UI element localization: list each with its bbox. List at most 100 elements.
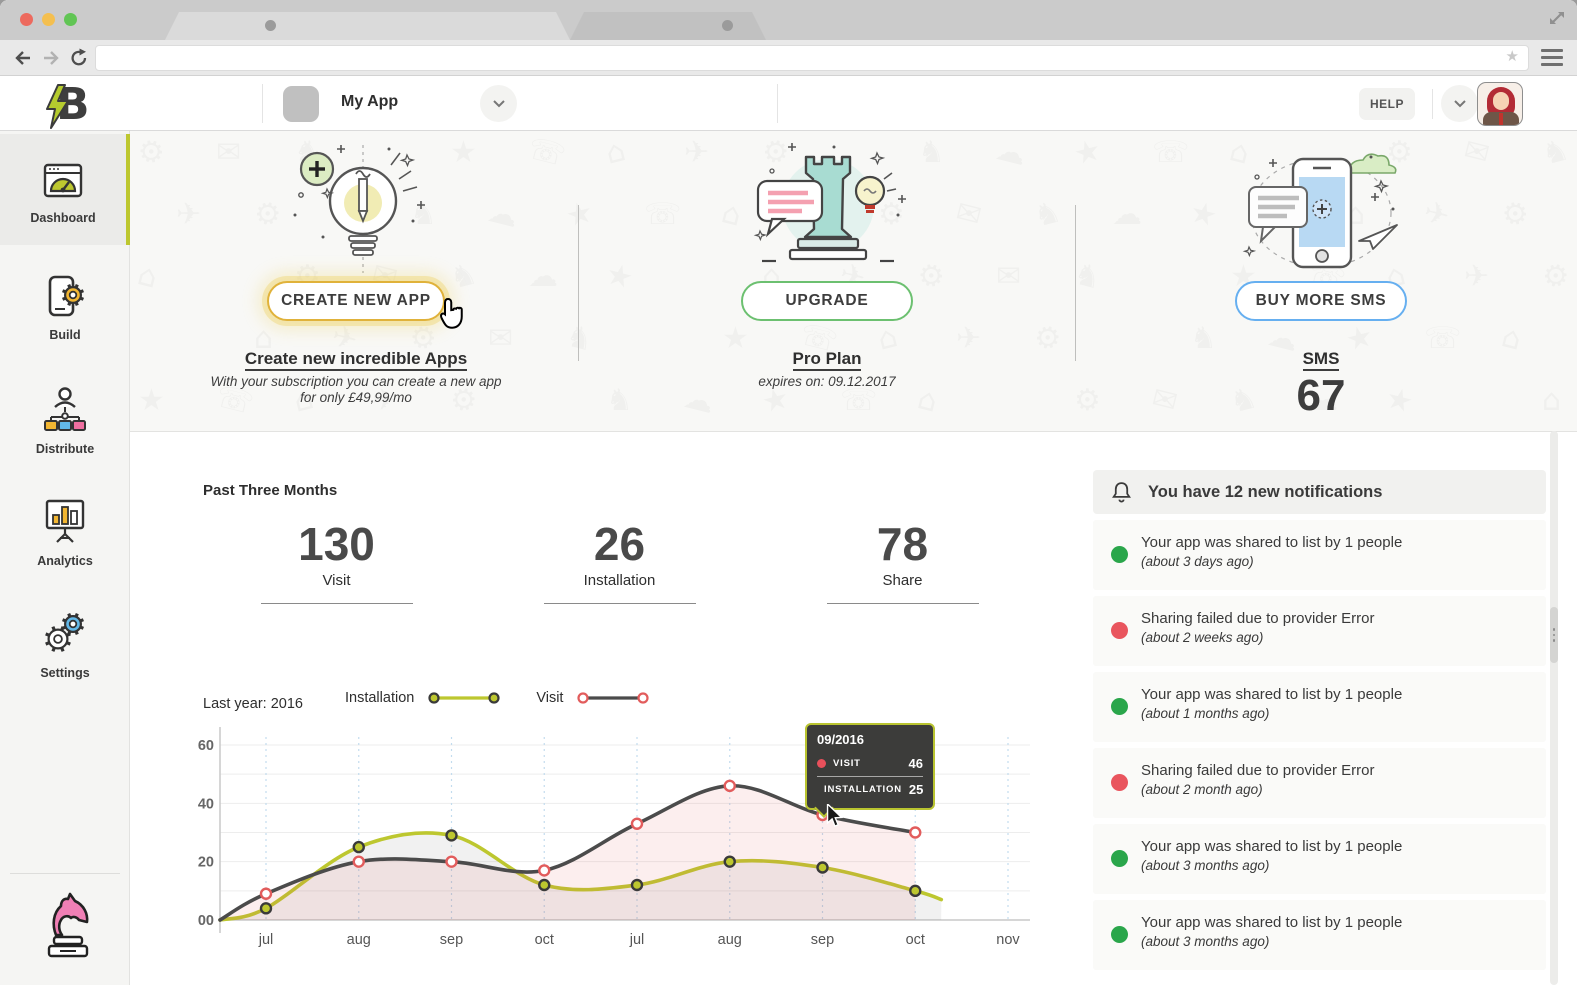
zoom-window-button[interactable] xyxy=(64,13,77,26)
notification-item[interactable]: Sharing failed due to provider Error (abo… xyxy=(1093,748,1546,818)
pattern-glyph: ✉ xyxy=(488,321,514,356)
visits-installations-chart[interactable]: 00 20 40 60 jul aug sep oct jul aug sep oct nov xyxy=(188,715,1038,965)
pattern-glyph: ★ xyxy=(562,194,597,235)
pattern-glyph: ★ xyxy=(450,135,477,170)
browser-menu-icon[interactable] xyxy=(1541,49,1563,66)
chess-rook-illustration xyxy=(753,143,906,263)
pattern-glyph: ♞ xyxy=(1190,321,1217,356)
app-switcher-dropdown[interactable] xyxy=(480,85,517,122)
chart-period-note: Last year: 2016 xyxy=(203,696,303,712)
hero-section: ⚙✉♞★☏⌂✈⚙♞☁★☏⌂⚙✉♞✈⚙♞☁★☏⌂⚙✉♞☁★⌂✈⚙✉⌂⚙✉♞☁★⌂✈… xyxy=(130,131,1577,432)
notification-text: Your app was shared to list by 1 people xyxy=(1141,838,1403,855)
notification-item[interactable]: Your app was shared to list by 1 people (… xyxy=(1093,824,1546,894)
divider xyxy=(826,603,979,605)
user-avatar[interactable] xyxy=(1477,82,1523,126)
back-button[interactable] xyxy=(12,47,34,69)
buy-more-sms-button[interactable]: BUY MORE SMS xyxy=(1235,281,1407,321)
pattern-glyph: ✈ xyxy=(176,197,202,232)
stats-row: 130 Visit 26 Installation 78 Share xyxy=(195,520,1044,605)
svg-text:jul: jul xyxy=(258,932,274,948)
svg-text:aug: aug xyxy=(718,932,742,948)
browser-toolbar: ★ xyxy=(0,40,1577,76)
buy-sms-card: BUY MORE SMS SMS 67 xyxy=(1111,131,1531,431)
chess-knight-icon[interactable] xyxy=(38,887,92,964)
help-button[interactable]: HELP xyxy=(1359,88,1415,120)
sidebar-item-distribute[interactable]: Distribute xyxy=(0,357,130,468)
notification-text: Sharing failed due to provider Error xyxy=(1141,762,1375,779)
notification-item[interactable]: Your app was shared to list by 1 people (… xyxy=(1093,672,1546,742)
create-app-card: CREATE NEW APP Create new incredible App… xyxy=(146,131,566,431)
pattern-glyph: ⌂ xyxy=(254,321,274,356)
pattern-glyph: ♞ xyxy=(1538,132,1573,173)
stats-heading: Past Three Months xyxy=(203,482,338,499)
svg-text:nov: nov xyxy=(996,932,1020,948)
tooltip-series-label: INSTALLATION xyxy=(824,784,902,795)
page-scrollbar-thumb[interactable] xyxy=(1550,607,1558,663)
notification-text: Your app was shared to list by 1 people xyxy=(1141,686,1403,703)
pattern-glyph: ⚙ xyxy=(1538,256,1573,297)
tab-favicon-icon xyxy=(722,20,733,31)
status-dot xyxy=(1111,622,1128,639)
close-window-button[interactable] xyxy=(20,13,33,26)
app-icon-placeholder[interactable] xyxy=(283,86,319,122)
svg-text:00: 00 xyxy=(198,913,214,929)
card-heading: Pro Plan xyxy=(617,349,1037,371)
card-subline: expires on: 09.12.2017 xyxy=(758,374,896,389)
svg-text:20: 20 xyxy=(198,855,214,871)
phone-sms-illustration xyxy=(1242,153,1398,269)
status-dot xyxy=(1111,850,1128,867)
address-bar[interactable] xyxy=(95,45,1529,71)
reload-button[interactable] xyxy=(68,47,90,69)
minimize-window-button[interactable] xyxy=(42,13,55,26)
svg-text:60: 60 xyxy=(198,738,214,754)
sidebar-item-label: Analytics xyxy=(37,554,93,568)
pattern-glyph: ☁ xyxy=(1308,383,1338,418)
divider xyxy=(260,603,413,605)
sidebar-item-label: Dashboard xyxy=(30,211,96,225)
pattern-glyph: ✉ xyxy=(216,135,242,170)
upgrade-button[interactable]: UPGRADE xyxy=(741,281,913,321)
sidebar-item-analytics[interactable]: Analytics xyxy=(0,469,130,580)
bell-icon xyxy=(1112,481,1131,503)
forward-button[interactable] xyxy=(40,47,62,69)
create-new-app-button[interactable]: CREATE NEW APP xyxy=(267,281,445,321)
stat-label: Installation xyxy=(583,572,656,590)
pattern-glyph: ⚙ xyxy=(878,197,905,232)
sidebar-item-build[interactable]: Build xyxy=(0,245,130,356)
sidebar-item-settings[interactable]: Settings xyxy=(0,581,130,692)
hand-cursor-icon xyxy=(438,297,468,336)
pattern-glyph: ♞ xyxy=(410,197,437,232)
legend-item-installation[interactable]: Installation xyxy=(345,690,502,706)
account-dropdown[interactable] xyxy=(1441,85,1478,122)
page-scrollbar-track[interactable] xyxy=(1550,431,1558,985)
tab-favicon-icon xyxy=(265,20,276,31)
divider xyxy=(10,873,120,874)
notification-item[interactable]: Your app was shared to list by 1 people (… xyxy=(1093,900,1546,970)
resize-window-icon[interactable] xyxy=(1547,8,1567,28)
pattern-glyph: ♞ xyxy=(606,383,633,418)
app-header: B My App HELP xyxy=(0,76,1577,131)
upgrade-card: UPGRADE Pro Plan expires on: 09.12.2017 xyxy=(617,131,1037,431)
app-logo[interactable]: B xyxy=(42,79,102,130)
pattern-glyph: ☏ xyxy=(1424,321,1462,356)
pattern-glyph: ☁ xyxy=(528,259,558,294)
chevron-down-icon xyxy=(1453,100,1466,108)
pattern-glyph: ⚙ xyxy=(1386,135,1413,170)
pattern-glyph: ✉ xyxy=(996,259,1022,294)
notification-item[interactable]: Your app was shared to list by 1 people (… xyxy=(1093,520,1546,590)
legend-item-visit[interactable]: Visit xyxy=(536,690,651,706)
lightning-bolt-icon xyxy=(46,84,69,129)
notification-item[interactable]: Sharing failed due to provider Error (abo… xyxy=(1093,596,1546,666)
legend-swatch xyxy=(428,692,500,704)
browser-tab-inactive[interactable] xyxy=(570,12,766,40)
sidebar-item-dashboard[interactable]: Dashboard xyxy=(0,134,130,245)
svg-text:40: 40 xyxy=(198,796,214,812)
sidebar-item-label: Build xyxy=(49,328,81,342)
browser-tab-active[interactable] xyxy=(165,12,570,40)
pattern-glyph: ☏ xyxy=(644,197,682,232)
svg-text:sep: sep xyxy=(811,932,834,948)
bookmark-star-icon[interactable]: ★ xyxy=(1505,48,1519,65)
pattern-glyph: ✈ xyxy=(372,383,398,418)
notification-time: (about 1 months ago) xyxy=(1141,706,1270,721)
